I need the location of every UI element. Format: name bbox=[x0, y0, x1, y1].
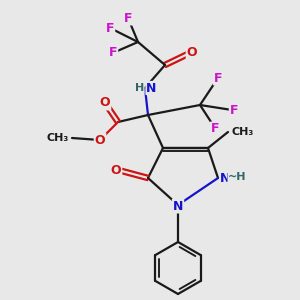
Text: F: F bbox=[124, 11, 132, 25]
Text: N: N bbox=[220, 172, 230, 184]
Text: F: F bbox=[109, 46, 117, 59]
Text: N: N bbox=[146, 82, 156, 94]
Text: O: O bbox=[187, 46, 197, 59]
Text: F: F bbox=[214, 71, 222, 85]
Text: O: O bbox=[100, 97, 110, 110]
Text: F: F bbox=[230, 103, 238, 116]
Text: F: F bbox=[211, 122, 219, 136]
Text: O: O bbox=[95, 134, 105, 146]
Text: O: O bbox=[111, 164, 121, 176]
Text: CH₃: CH₃ bbox=[231, 127, 253, 137]
Text: CH₃: CH₃ bbox=[47, 133, 69, 143]
Text: F: F bbox=[106, 22, 114, 34]
Text: N: N bbox=[173, 200, 183, 212]
Text: H: H bbox=[135, 83, 144, 93]
Text: ~H: ~H bbox=[228, 172, 247, 182]
